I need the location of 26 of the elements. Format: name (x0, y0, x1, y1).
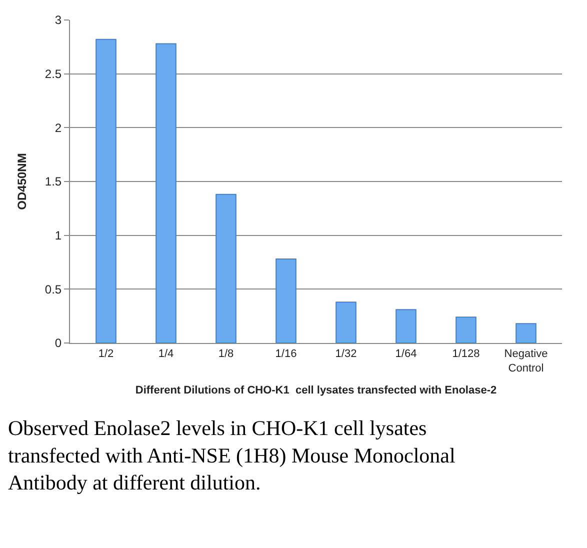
x-tick-label: 1/8 (218, 348, 234, 360)
y-tick-label: 0 (54, 336, 62, 350)
bar (396, 309, 416, 343)
bar (216, 194, 236, 343)
bar (456, 316, 476, 343)
bar (156, 43, 176, 343)
x-tick-label: Negative Control (504, 348, 548, 374)
y-tick-label: 0.5 (44, 282, 62, 296)
x-tick-label: 1/16 (275, 348, 297, 360)
x-tick-label: 1/4 (158, 348, 174, 360)
y-tick-label: 3 (54, 13, 62, 28)
x-axis-title: Different Dilutions of CHO-K1 cell lysates transfected with Enolase-2 (135, 384, 497, 397)
bar (516, 323, 536, 343)
bar (276, 258, 296, 343)
bar (96, 38, 116, 343)
y-tick-label: 2.5 (44, 67, 62, 82)
y-tick-label: 1.5 (44, 174, 62, 189)
text: Observed Enolase2 levels in CHO-K1 cell lysates transfected with Anti-NSE (1H8) Mouse Monoclonal Antibody at different dilution. (8, 416, 456, 495)
y-tick-label: 2 (54, 120, 62, 135)
x-tick-label: 1/32 (335, 348, 357, 360)
bar (336, 302, 356, 343)
x-tick-label: 1/128 (452, 348, 480, 360)
x-tick-label: 1/2 (98, 348, 114, 360)
x-tick-label: 1/64 (395, 348, 417, 360)
y-axis-title: OD450NM (15, 153, 30, 210)
y-tick-label: 1 (54, 228, 62, 243)
